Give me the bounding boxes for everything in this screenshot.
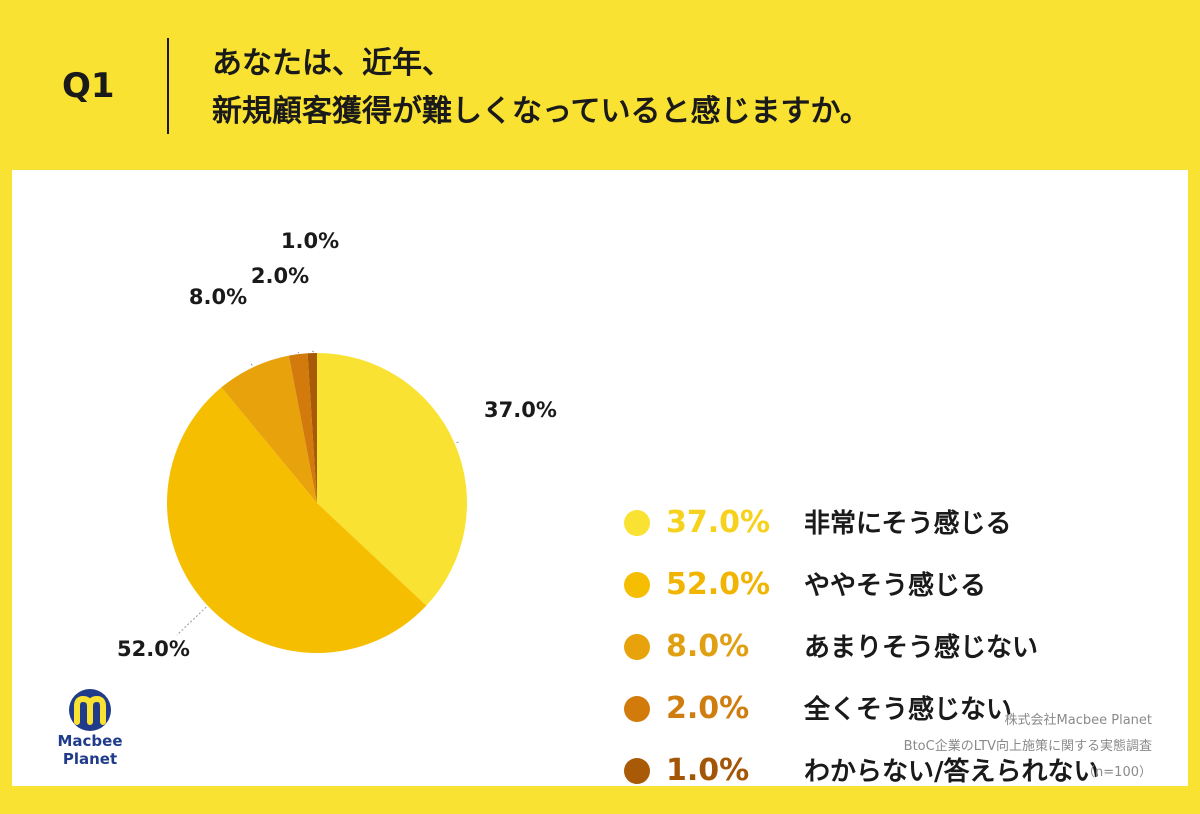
leader-line [297, 351, 300, 354]
macbee-planet-logo: Macbee Planet [50, 688, 130, 778]
legend-item-very-much: 37.0% 非常にそう感じる [624, 504, 1184, 566]
header: Q1 あなたは、近年、 新規顧客獲得が難しくなっていると感じますか。 [0, 0, 1200, 170]
pie-value-label: 1.0% [281, 229, 339, 253]
leader-line [311, 350, 315, 353]
legend-label: あまりそう感じない [804, 633, 1039, 663]
legend-item-not-at-all: 2.0% 全くそう感じない [624, 690, 1184, 752]
logo-mark-icon [69, 689, 111, 731]
legend-dot [624, 696, 650, 722]
legend-value: 37.0% [666, 505, 771, 540]
chart-panel: 37.0% 52.0% 8.0% 2.0% 1.0% 37.0% 非常にそう感じる 52… [12, 170, 1188, 788]
footer-survey-name: BtoC企業のLTV向上施策に関する実態調査 [903, 739, 1152, 754]
legend-label: 全くそう感じない [804, 695, 1013, 725]
question-title: あなたは、近年、 新規顧客獲得が難しくなっていると感じますか。 [212, 40, 870, 136]
header-divider [167, 38, 169, 134]
leader-line [176, 606, 207, 636]
leader-line [456, 441, 461, 444]
legend-dot [624, 758, 650, 784]
pie-value-label: 52.0% [117, 637, 190, 661]
question-title-line1: あなたは、近年、 [212, 46, 452, 81]
legend-dot [624, 510, 650, 536]
legend-value: 2.0% [666, 691, 750, 726]
footer-credits: 株式会社Macbee Planet BtoC企業のLTV向上施策に関する実態調査… [904, 708, 1152, 786]
pie-value-label: 8.0% [189, 285, 247, 309]
pie-slice-very-much [317, 353, 468, 606]
legend-label: 非常にそう感じる [804, 509, 1012, 539]
question-title-line2: 新規顧客獲得が難しくなっていると感じますか。 [212, 94, 870, 129]
leader-line [249, 361, 253, 366]
legend-value: 8.0% [666, 629, 750, 664]
pie-slice-not-much [221, 355, 317, 503]
logo-text-line2: Planet [62, 750, 118, 768]
logo-text: Macbee Planet [50, 732, 130, 768]
legend-dot [624, 572, 650, 598]
legend-label: わからない/答えられない [804, 757, 1100, 787]
pie-value-label: 37.0% [484, 398, 557, 422]
footer-company: 株式会社Macbee Planet [1004, 713, 1152, 728]
legend-item-dont-know: 1.0% わからない/答えられない [624, 752, 1184, 814]
logo-text-line1: Macbee [57, 732, 123, 750]
legend-label: ややそう感じる [804, 571, 987, 601]
legend-value: 1.0% [666, 753, 750, 788]
pie-slice-dont-know [307, 353, 317, 503]
legend-dot [624, 634, 650, 660]
pie-slice-not-at-all [288, 353, 317, 503]
legend: 37.0% 非常にそう感じる 52.0% ややそう感じる 8.0% あまりそう感… [624, 504, 1184, 814]
legend-value: 52.0% [666, 567, 771, 602]
pie-value-label: 2.0% [251, 264, 309, 288]
footer-sample-size: （n=100） [1082, 765, 1152, 780]
legend-item-somewhat: 52.0% ややそう感じる [624, 566, 1184, 628]
question-number: Q1 [62, 66, 115, 106]
pie-chart: 37.0% 52.0% 8.0%2.0% 1.0% [117, 229, 557, 661]
legend-item-not-much: 8.0% あまりそう感じない [624, 628, 1184, 690]
pie-slice-somewhat [167, 387, 427, 653]
